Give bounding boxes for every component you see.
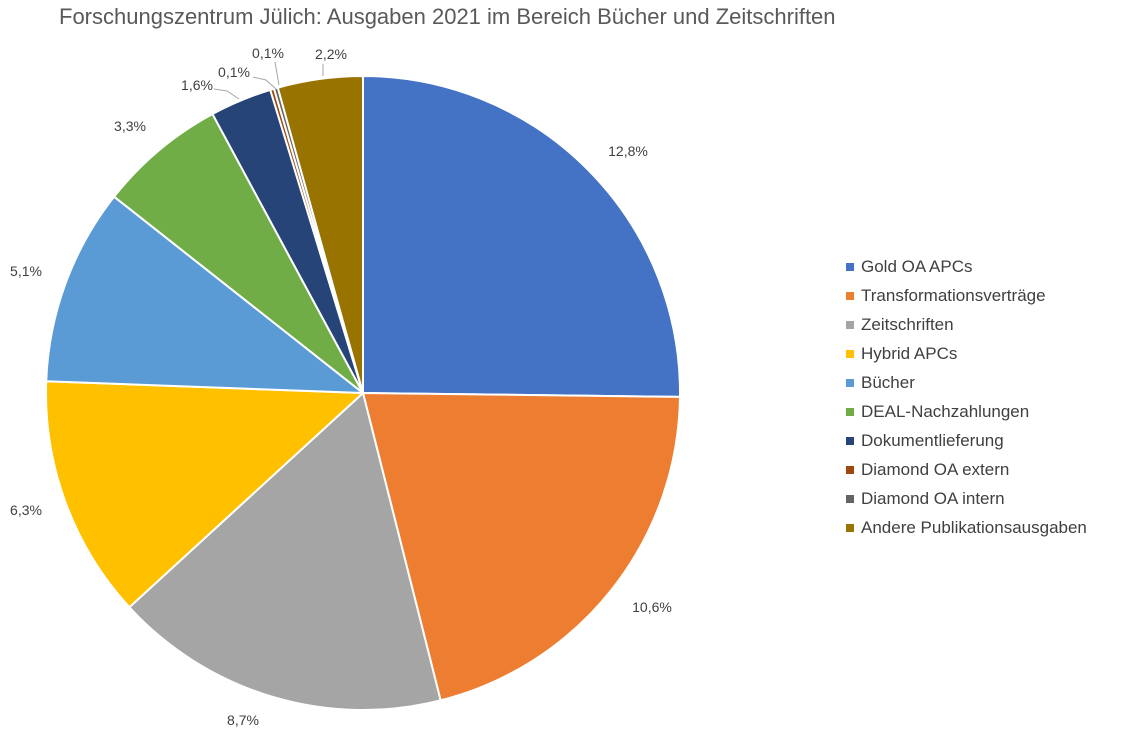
- legend-item: Transformationsverträge: [846, 281, 1087, 310]
- legend-swatch: [846, 494, 854, 503]
- legend-swatch: [846, 378, 854, 387]
- pie-slice-5: [45, 195, 367, 395]
- legend-label: DEAL-Nachzahlungen: [861, 401, 1030, 421]
- legend-item: Zeitschriften: [846, 310, 1087, 339]
- legend-item: Diamond OA intern: [846, 484, 1087, 513]
- data-label-7: 1,6%: [181, 77, 213, 93]
- pie-slice-1: [362, 74, 681, 398]
- legend: Gold OA APCs Transformationsverträge Zeits…: [846, 252, 1087, 542]
- legend-item: Bücher: [846, 368, 1087, 397]
- legend-swatch: [846, 262, 854, 271]
- legend-label: Zeitschriften: [861, 314, 954, 334]
- leader-line-8: [252, 76, 277, 90]
- legend-label: Dokumentlieferung: [861, 430, 1004, 450]
- data-label-9: 0,1%: [252, 45, 284, 61]
- legend-label: Diamond OA intern: [861, 488, 1005, 508]
- legend-swatch: [846, 349, 854, 358]
- pie-slice-6: [112, 112, 364, 394]
- legend-label: Gold OA APCs: [861, 256, 973, 276]
- data-label-4: 6,3%: [10, 502, 42, 518]
- legend-item: Diamond OA extern: [846, 455, 1087, 484]
- pie-slice-3: [127, 391, 442, 711]
- data-label-2: 10,6%: [632, 599, 672, 615]
- legend-item: Dokumentlieferung: [846, 426, 1087, 455]
- legend-label: Andere Publikationsausgaben: [861, 517, 1087, 537]
- data-label-10: 2,2%: [315, 46, 347, 62]
- chart-title: Forschungszentrum Jülich: Ausgaben 2021 …: [59, 4, 836, 29]
- legend-swatch: [846, 465, 854, 474]
- legend-item: DEAL-Nachzahlungen: [846, 397, 1087, 426]
- legend-label: Transformationsverträge: [861, 285, 1046, 305]
- legend-swatch: [846, 436, 854, 445]
- data-label-1: 12,8%: [608, 143, 648, 159]
- legend-swatch: [846, 291, 854, 300]
- leader-line-9: [274, 61, 280, 86]
- data-label-6: 3,3%: [114, 118, 146, 134]
- legend-swatch: [846, 523, 854, 532]
- legend-swatch: [846, 407, 854, 416]
- legend-label: Bücher: [861, 372, 915, 392]
- legend-item: Gold OA APCs: [846, 252, 1087, 281]
- pie-slice-4: [45, 380, 366, 609]
- pie-slice-10: [276, 74, 364, 394]
- pie-slice-2: [361, 391, 681, 702]
- data-label-8: 0,1%: [218, 64, 250, 80]
- legend-item: Andere Publikationsausgaben: [846, 513, 1087, 542]
- data-label-3: 8,7%: [227, 712, 259, 728]
- leader-line-7: [213, 88, 240, 100]
- legend-swatch: [846, 320, 854, 329]
- legend-item: Hybrid APCs: [846, 339, 1087, 368]
- legend-label: Diamond OA extern: [861, 459, 1010, 479]
- legend-label: Hybrid APCs: [861, 343, 958, 363]
- data-label-5: 5,1%: [10, 263, 42, 279]
